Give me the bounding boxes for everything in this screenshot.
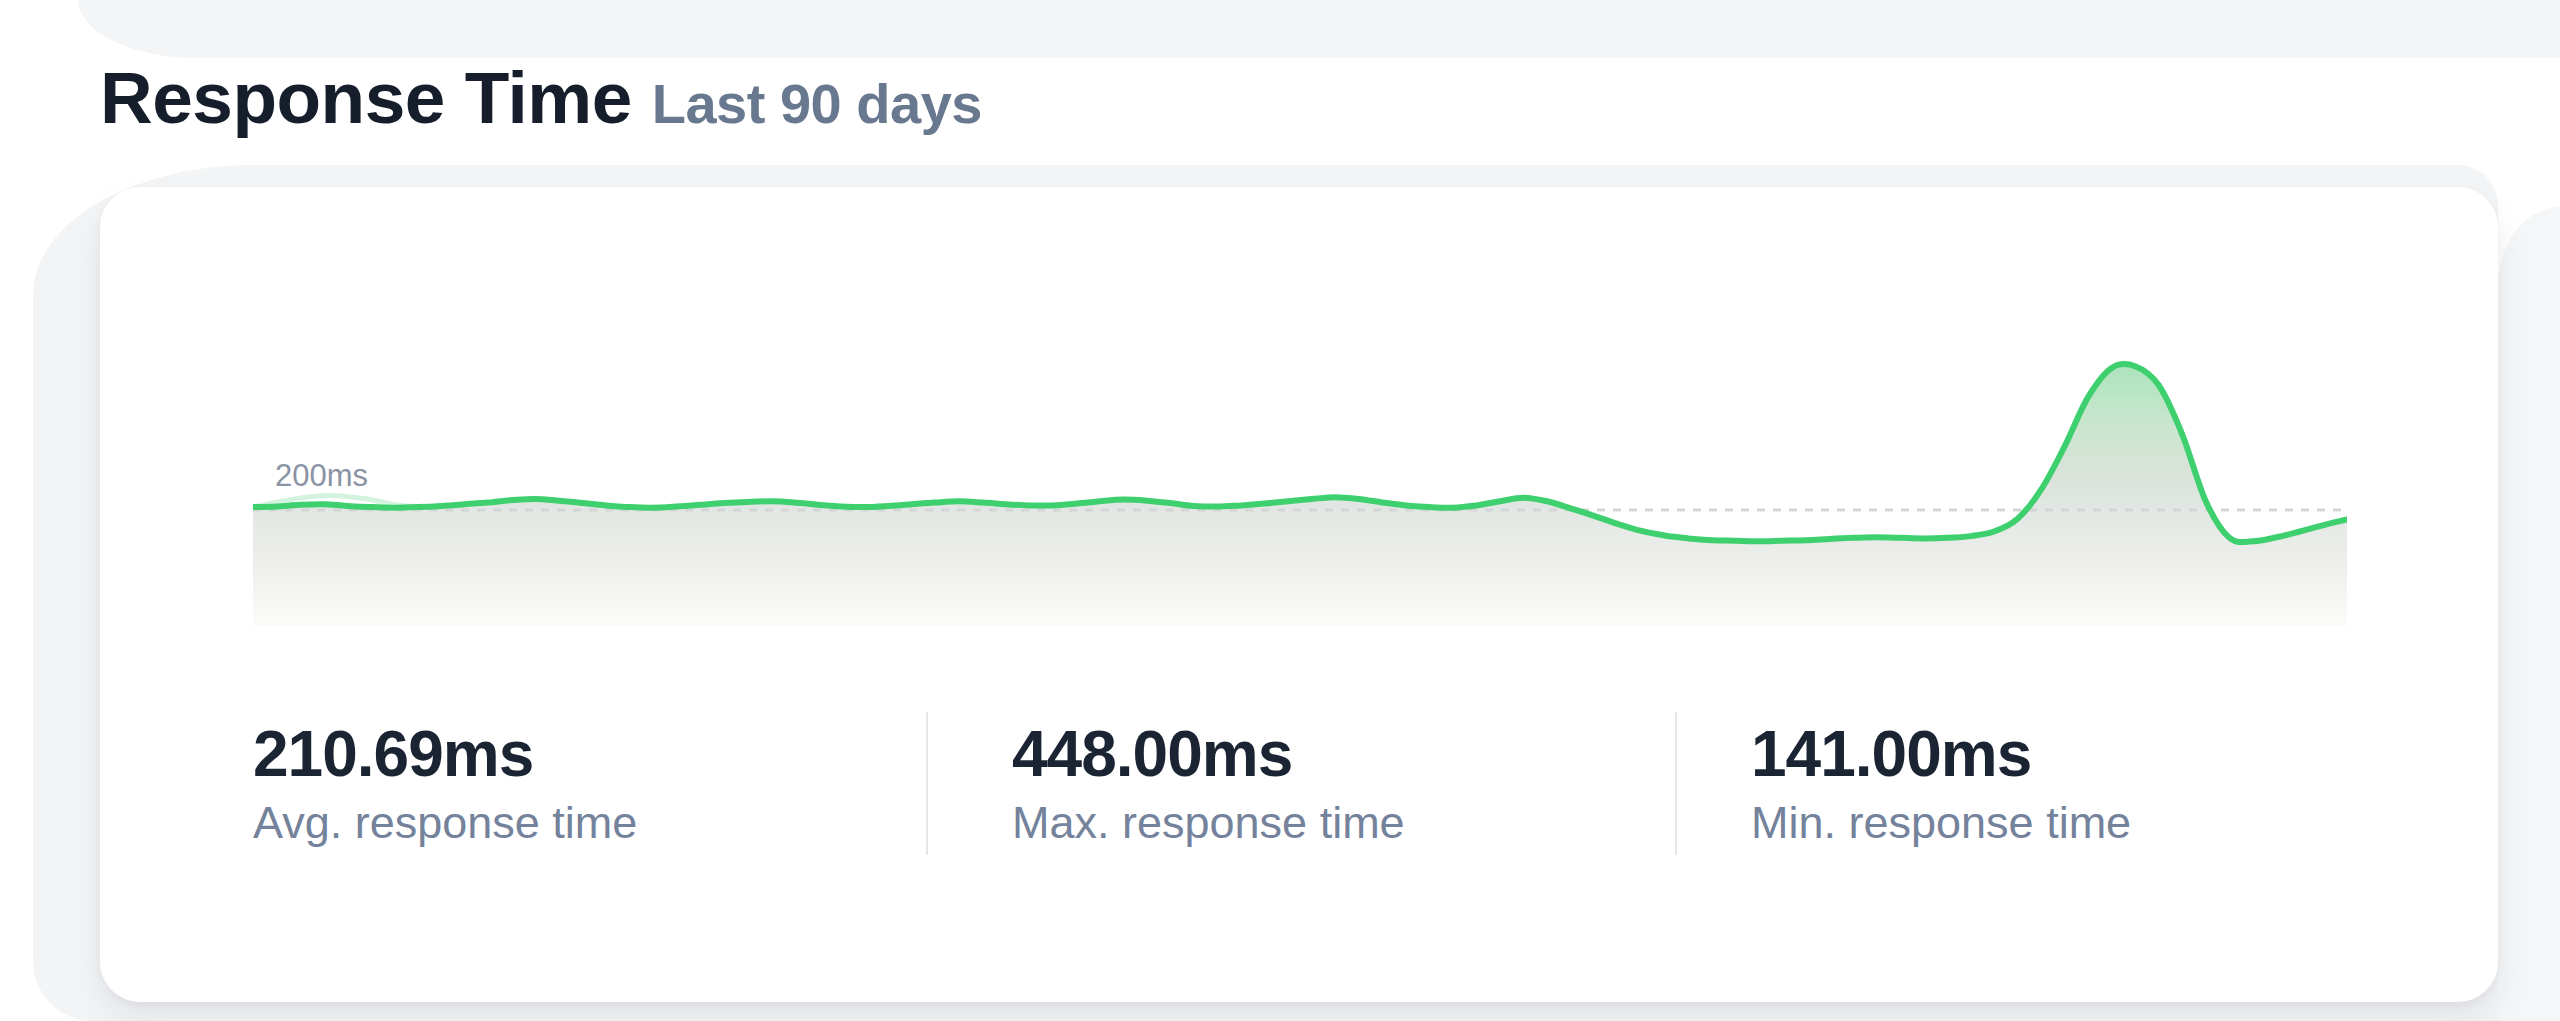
page-title: Response Time [100,60,632,136]
header: Response Time Last 90 days [100,60,982,142]
stat-max: 448.00ms Max. response time [1012,722,1405,845]
chart-area-fill [253,364,2347,626]
area-chart-svg [253,300,2347,626]
threshold-label: 200ms [275,458,368,494]
stat-avg-value: 210.69ms [253,722,637,786]
page-subtitle: Last 90 days [652,66,982,142]
stat-min-value: 141.00ms [1751,722,2131,786]
stat-avg-label: Avg. response time [253,800,637,845]
stat-max-value: 448.00ms [1012,722,1405,786]
background-right-panel [2498,207,2560,1021]
stat-min: 141.00ms Min. response time [1751,722,2131,845]
stat-avg: 210.69ms Avg. response time [253,722,637,845]
stat-max-label: Max. response time [1012,800,1405,845]
response-time-chart: 200ms [253,300,2347,626]
stat-min-label: Min. response time [1751,800,2131,845]
stat-divider-1 [926,712,928,855]
background-top-band [78,0,2560,58]
response-time-card: 200ms 210.69ms Avg. response time 44 [100,187,2498,1002]
stat-divider-2 [1675,712,1677,855]
